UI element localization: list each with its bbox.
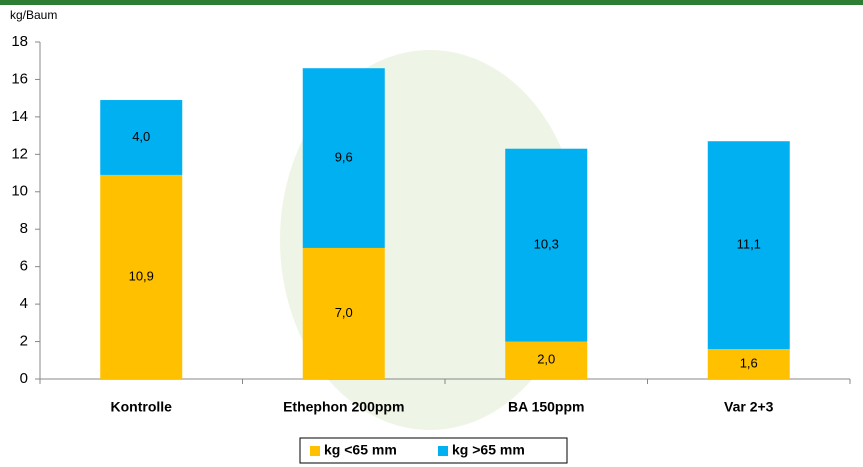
y-tick-label: 18 <box>11 33 28 50</box>
x-tick-label: Var 2+3 <box>724 399 774 415</box>
y-tick-label: 2 <box>20 333 28 350</box>
value-label: 2,0 <box>537 352 555 367</box>
y-tick-label: 14 <box>11 108 28 125</box>
legend-swatch <box>438 446 448 456</box>
value-label: 11,1 <box>737 237 761 252</box>
legend-label: kg >65 mm <box>452 442 525 458</box>
y-tick-label: 8 <box>20 220 28 237</box>
y-tick-label: 6 <box>20 258 28 275</box>
value-label: 9,6 <box>335 150 353 165</box>
value-label: 1,6 <box>740 355 758 370</box>
x-tick-label: Kontrolle <box>111 399 173 415</box>
value-label: 10,3 <box>534 237 559 252</box>
y-tick-label: 0 <box>20 370 28 387</box>
y-tick-label: 12 <box>11 145 28 162</box>
x-tick-label: BA 150ppm <box>508 399 585 415</box>
legend-label: kg <65 mm <box>324 442 397 458</box>
value-label: 7,0 <box>335 305 353 320</box>
y-tick-label: 4 <box>20 295 28 312</box>
value-label: 10,9 <box>129 268 154 283</box>
y-tick-label: 10 <box>11 183 28 200</box>
y-tick-label: 16 <box>11 70 28 87</box>
y-axis-label: kg/Baum <box>10 8 57 22</box>
x-tick-label: Ethephon 200ppm <box>283 399 404 415</box>
top-band <box>0 0 863 5</box>
legend-swatch <box>310 446 320 456</box>
value-label: 4,0 <box>132 129 150 144</box>
chart: kg/Baum 0 2 4 6 8 10 12 14 16 18 10,9 4,0 Kontrolle 7… <box>0 0 863 467</box>
